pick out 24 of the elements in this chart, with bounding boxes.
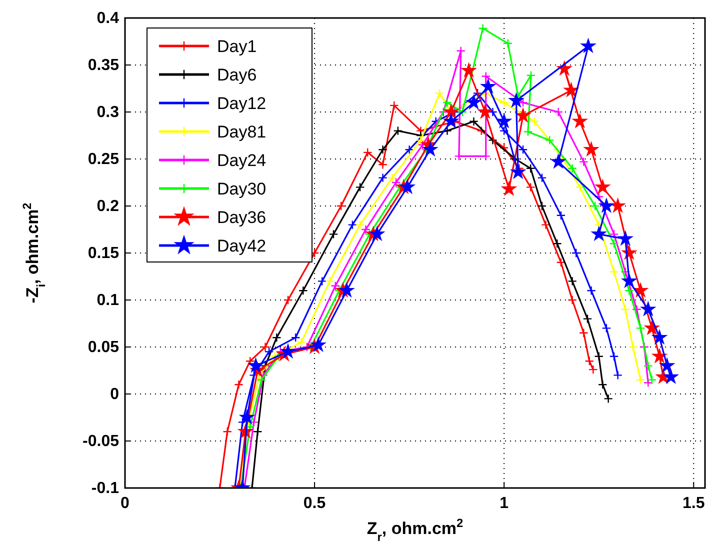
y-tick-label: 0.05 (88, 339, 120, 356)
x-tick-label: 1.5 (682, 495, 705, 512)
y-tick-label: 0 (110, 386, 120, 403)
x-tick-label: 1 (500, 495, 509, 512)
legend-label: Day36 (217, 208, 266, 227)
y-tick-label: 0.4 (96, 10, 120, 27)
y-tick-label: 0.1 (96, 292, 120, 309)
x-tick-label: 0 (120, 495, 130, 512)
y-tick-label: 0.3 (96, 104, 120, 121)
legend-label: Day30 (217, 180, 266, 198)
x-tick-label: 0.5 (303, 495, 326, 512)
legend-label: Day1 (217, 37, 257, 56)
legend-label: Day24 (217, 151, 266, 170)
y-tick-label: -0.05 (82, 433, 120, 450)
legend-label: Day12 (217, 94, 266, 113)
y-tick-label: -0.1 (91, 480, 120, 497)
y-tick-label: 0.2 (96, 198, 120, 215)
y-tick-label: 0.35 (88, 57, 120, 74)
legend-label: Day6 (217, 66, 257, 84)
y-tick-label: 0.25 (88, 151, 120, 168)
y-tick-label: 0.15 (88, 245, 120, 262)
x-axis-title: Z$_{r}$, ohm.cm$^{2}$ (366, 516, 464, 544)
legend-label: Day81 (217, 122, 266, 142)
legend-label: Day42 (217, 236, 266, 256)
